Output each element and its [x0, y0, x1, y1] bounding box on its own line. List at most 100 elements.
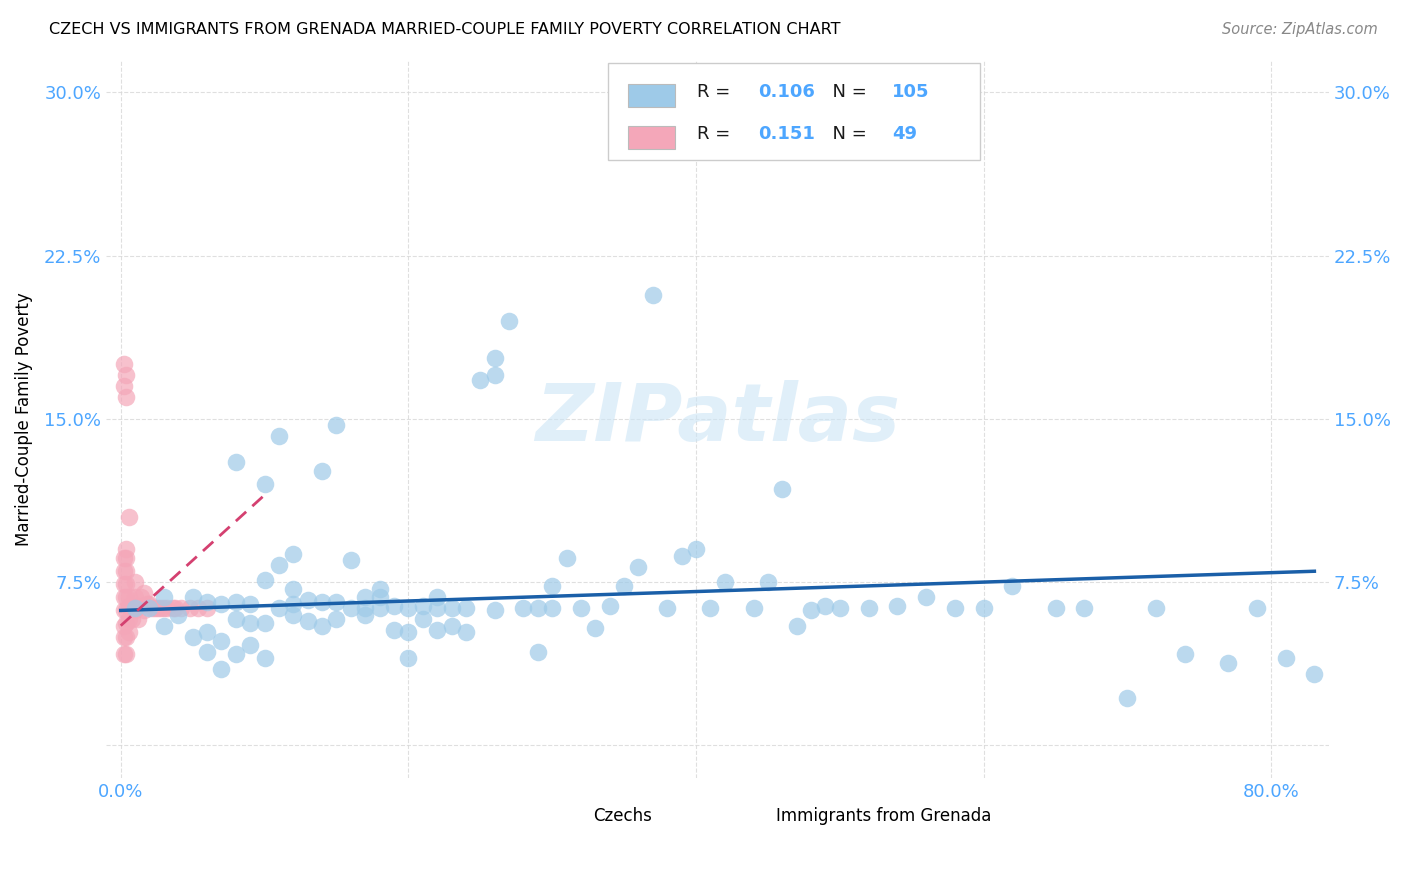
Point [426, 591, 449, 605]
Point [311, 618, 333, 632]
Point [153, 591, 176, 605]
Point [368, 582, 391, 596]
Point [283, 607, 305, 622]
Point [115, 647, 138, 661]
Point [770, 482, 793, 496]
Point [943, 601, 966, 615]
Point [484, 351, 506, 365]
Point [225, 455, 247, 469]
Point [127, 599, 149, 613]
Point [135, 597, 157, 611]
Point [325, 418, 347, 433]
Point [129, 591, 152, 605]
Point [685, 542, 707, 557]
Point [267, 558, 290, 572]
Point [973, 601, 995, 615]
Point [526, 601, 548, 615]
Point [283, 582, 305, 596]
Point [283, 597, 305, 611]
Point [115, 591, 138, 605]
Point [209, 597, 232, 611]
Point [112, 618, 135, 632]
Point [162, 601, 184, 615]
Point [396, 601, 419, 615]
Point [484, 368, 506, 383]
Bar [730, 809, 763, 825]
Text: Source: ZipAtlas.com: Source: ZipAtlas.com [1222, 22, 1378, 37]
Point [454, 625, 477, 640]
Point [671, 549, 693, 563]
Point [150, 601, 173, 615]
Text: ZIPatlas: ZIPatlas [536, 380, 900, 458]
Point [141, 601, 163, 615]
Point [115, 603, 138, 617]
Point [426, 623, 449, 637]
Point [354, 591, 377, 605]
Point [297, 615, 319, 629]
Point [470, 373, 492, 387]
Point [354, 607, 377, 622]
Point [526, 645, 548, 659]
Point [124, 603, 146, 617]
Point [713, 575, 735, 590]
Point [786, 618, 808, 632]
Point [239, 616, 262, 631]
Point [118, 599, 141, 613]
Point [118, 612, 141, 626]
Point [569, 601, 592, 615]
Text: 49: 49 [893, 125, 917, 143]
Point [138, 597, 160, 611]
Point [368, 601, 391, 615]
Point [1073, 601, 1095, 615]
Point [253, 616, 276, 631]
Point [1045, 601, 1067, 615]
Text: N =: N = [821, 125, 873, 143]
Point [115, 368, 138, 383]
Point [1246, 601, 1268, 615]
Point [124, 575, 146, 590]
Point [153, 601, 176, 615]
Point [121, 612, 143, 626]
Point [195, 595, 218, 609]
Point [1303, 666, 1326, 681]
Point [1116, 690, 1139, 705]
Text: R =: R = [697, 83, 735, 101]
Point [132, 586, 155, 600]
Point [118, 625, 141, 640]
Point [498, 314, 520, 328]
Point [297, 592, 319, 607]
Point [112, 630, 135, 644]
Point [627, 560, 650, 574]
Bar [628, 126, 675, 149]
Point [657, 601, 679, 615]
Point [115, 542, 138, 557]
Point [541, 601, 564, 615]
Point [641, 287, 664, 301]
Point [283, 547, 305, 561]
Point [118, 591, 141, 605]
Point [858, 601, 880, 615]
Point [814, 599, 837, 613]
Point [1174, 647, 1197, 661]
Point [132, 603, 155, 617]
Bar [628, 84, 675, 107]
Point [187, 601, 209, 615]
Point [112, 358, 135, 372]
Point [915, 591, 938, 605]
Point [115, 551, 138, 566]
Text: Czechs: Czechs [593, 807, 652, 825]
Point [1216, 656, 1239, 670]
Text: 0.151: 0.151 [758, 125, 814, 143]
Point [800, 603, 823, 617]
Point [253, 477, 276, 491]
Point [239, 638, 262, 652]
Point [267, 601, 290, 615]
Point [124, 601, 146, 615]
Point [209, 634, 232, 648]
Point [181, 591, 204, 605]
Point [239, 597, 262, 611]
Text: Immigrants from Grenada: Immigrants from Grenada [776, 807, 991, 825]
Point [426, 601, 449, 615]
Point [699, 601, 721, 615]
Point [195, 625, 218, 640]
